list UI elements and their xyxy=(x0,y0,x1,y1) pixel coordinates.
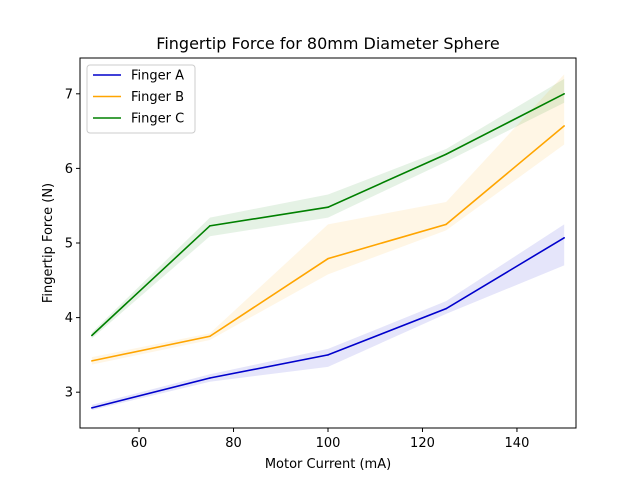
point-finger-c xyxy=(563,93,565,95)
x-tick-label: 140 xyxy=(505,436,530,451)
legend-label-finger-a: Finger A xyxy=(131,69,184,84)
point-finger-c xyxy=(327,206,329,208)
point-finger-b xyxy=(91,360,93,362)
chart-title: Fingertip Force for 80mm Diameter Sphere xyxy=(156,34,499,53)
point-finger-b xyxy=(327,257,329,260)
point-finger-b xyxy=(445,223,447,226)
y-tick-label: 4 xyxy=(65,311,73,326)
y-axis-title: Fingertip Force (N) xyxy=(41,183,56,303)
series-lines xyxy=(91,93,565,409)
point-finger-a xyxy=(445,307,447,310)
y-axis-ticks: 3 4 5 6 7 xyxy=(65,87,80,401)
x-axis-ticks: 60 80 100 120 140 xyxy=(131,428,530,451)
point-finger-c xyxy=(445,153,447,156)
x-tick-label: 120 xyxy=(410,436,435,451)
x-tick-label: 100 xyxy=(316,436,341,451)
legend-label-finger-b: Finger B xyxy=(131,90,184,105)
point-finger-a xyxy=(563,236,565,239)
point-finger-b xyxy=(209,335,211,338)
point-finger-b xyxy=(563,125,565,127)
x-tick-label: 80 xyxy=(225,436,242,451)
point-finger-c xyxy=(209,225,211,227)
confidence-bands xyxy=(91,74,565,411)
legend-box xyxy=(86,64,196,134)
y-tick-label: 6 xyxy=(65,162,73,177)
point-finger-a xyxy=(327,354,329,356)
point-finger-a xyxy=(209,377,211,379)
point-finger-c xyxy=(91,334,93,337)
band-finger-c xyxy=(91,78,565,339)
x-tick-label: 60 xyxy=(131,436,148,451)
x-axis-title: Motor Current (mA) xyxy=(265,457,391,472)
point-finger-a xyxy=(91,407,93,409)
y-tick-label: 3 xyxy=(65,386,73,401)
y-tick-label: 7 xyxy=(65,87,73,102)
y-tick-label: 5 xyxy=(65,237,73,252)
legend: Finger A Finger B Finger C xyxy=(86,64,196,134)
legend-label-finger-c: Finger C xyxy=(131,112,184,127)
